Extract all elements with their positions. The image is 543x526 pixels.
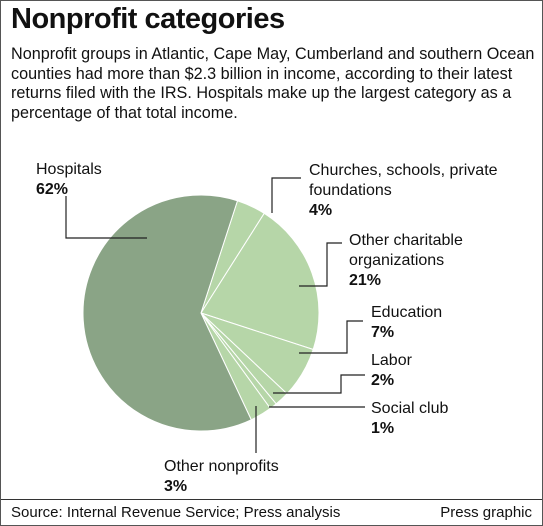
pie-slice [82, 194, 252, 432]
category-name: Labor [371, 352, 412, 369]
subtitle: Nonprofit groups in Atlantic, Cape May, … [11, 45, 535, 122]
credit: Press graphic [440, 504, 532, 521]
value-label: 21% [349, 272, 382, 289]
category-name: Education [371, 304, 443, 321]
value-label: 1% [371, 420, 395, 437]
value-label: 62% [36, 181, 69, 198]
slice-label: Churches, schools, private foundations 4% [309, 161, 509, 221]
leader-line [271, 177, 301, 213]
slice-label: Labor 2% [371, 351, 531, 391]
title: Nonprofit categories [11, 3, 285, 35]
slice-label: Education 7% [371, 303, 531, 343]
slice-label: Other nonprofits 3% [164, 457, 324, 497]
separator [1, 499, 542, 500]
pie-slice [200, 212, 320, 351]
value-label: 3% [164, 478, 188, 495]
category-name: Churches, schools, private foundations [309, 162, 498, 199]
value-label: 7% [371, 324, 395, 341]
leader-line [273, 374, 365, 394]
slice-label: Social club 1% [371, 399, 531, 439]
value-label: 4% [309, 202, 333, 219]
slice-label: Other charitable organizations 21% [349, 231, 529, 291]
slice-label: Hospitals 62% [36, 160, 156, 200]
value-label: 2% [371, 372, 395, 389]
category-name: Social club [371, 400, 449, 417]
category-name: Other charitable organizations [349, 232, 463, 269]
leader-line [299, 242, 342, 287]
leader-line [299, 320, 363, 354]
category-name: Other nonprofits [164, 458, 279, 475]
source: Source: Internal Revenue Service; Press … [11, 504, 341, 521]
leader-line [65, 196, 147, 239]
category-name: Hospitals [36, 161, 102, 178]
